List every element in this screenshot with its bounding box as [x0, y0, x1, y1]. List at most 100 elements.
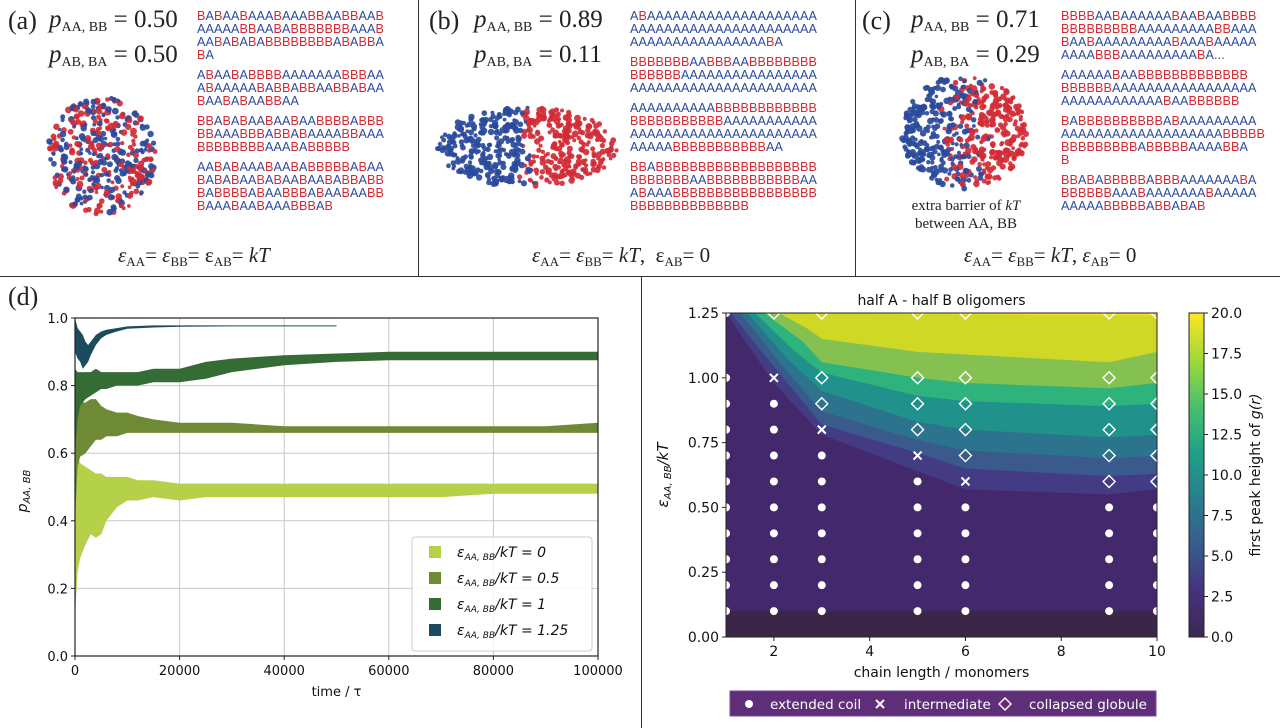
monomer-bead — [475, 174, 483, 181]
monomer-bead — [503, 129, 508, 134]
panel-label: (a) — [8, 6, 37, 35]
monomer-bead — [457, 134, 461, 138]
monomer-bead — [91, 108, 96, 113]
marker-collapsed-globule — [910, 396, 925, 411]
monomer-bead — [121, 206, 126, 211]
monomer-bead — [461, 131, 467, 137]
y-tick-label: 0.75 — [688, 436, 719, 452]
monomer-bead — [534, 171, 539, 176]
monomer-bead — [913, 111, 920, 118]
monomer-bead — [924, 111, 930, 116]
monomer-bead — [487, 128, 495, 136]
monomer-bead — [949, 183, 955, 188]
monomer-bead — [972, 76, 977, 81]
monomer-bead — [585, 171, 590, 177]
monomer-bead — [67, 128, 74, 135]
monomer-bead — [1000, 114, 1006, 119]
sequence-line: ABAAABBBBBBBBBBBBBBBBB — [630, 186, 817, 200]
monomer-bead — [127, 118, 133, 124]
monomer-bead — [90, 130, 96, 137]
sequence-line: AAAAAAAAAAAAAAAAAAAAAA — [630, 81, 817, 95]
marker-extended-coil-edge — [726, 503, 730, 512]
monomer-bead — [517, 127, 524, 134]
monomer-bead — [527, 153, 532, 158]
x-tick-label: 60000 — [368, 664, 409, 679]
monomer-bead — [974, 93, 980, 99]
sequence-line: AAAAABBAABABBBBBBBAAAB — [197, 22, 384, 36]
marker-extended-coil — [1105, 555, 1114, 564]
monomer-bead — [925, 143, 930, 147]
colorbar-tick-label: 20.0 — [1211, 306, 1242, 322]
marker-extended-coil — [817, 529, 826, 538]
monomer-bead — [954, 142, 959, 147]
monomer-bead — [494, 135, 500, 141]
monomer-bead — [982, 78, 988, 83]
sequence-line: BABAABAAABAAABBAABBAAB — [197, 9, 384, 23]
monomer-bead — [122, 190, 127, 195]
sequence-chain: ABAAAAAAAAAAAAAAAAAAAA AAAAAAAAAAAAAAAAAA… — [630, 10, 817, 49]
monomer-bead — [105, 106, 112, 113]
monomer-bead — [501, 148, 507, 153]
monomer-bead — [1000, 93, 1007, 100]
monomer-bead — [901, 137, 907, 144]
monomer-bead — [101, 113, 106, 118]
y-tick-label: 0.50 — [688, 500, 719, 516]
monomer-bead — [463, 154, 468, 160]
marker-extended-coil — [769, 555, 778, 564]
interaction-equation: εAA= εBB= εAB= kT — [118, 243, 270, 269]
x-axis-label: chain length / monomers — [854, 665, 1030, 681]
monomer-bead — [50, 133, 57, 140]
monomer-bead — [75, 193, 82, 199]
marker-extended-coil — [769, 451, 778, 460]
monomer-bead — [499, 177, 504, 183]
marker-extended-coil-edge — [726, 555, 730, 564]
monomer-bead — [916, 125, 923, 132]
sequence-line: AABABAAABAABABBBBBABAA — [197, 160, 384, 174]
monomer-bead — [91, 182, 96, 187]
monomer-bead — [93, 159, 99, 165]
monomer-bead — [546, 118, 552, 123]
monomer-bead — [103, 136, 108, 141]
sequence-chain: ABAABABBBBAAAAAAABBBAA ABAAAAABABBABBAABB… — [197, 69, 384, 108]
monomer-bead — [72, 124, 77, 129]
sequence-line: AAAAAAAAAAAABAABBBBBB — [1061, 94, 1240, 108]
marker-extended-coil — [817, 477, 826, 486]
legend-extended-coil-icon — [745, 700, 753, 708]
x-tick-label: 6 — [961, 644, 970, 660]
marker-collapsed-globule — [958, 370, 973, 385]
monomer-bead — [478, 168, 484, 174]
monomer-bead — [535, 111, 540, 116]
monomer-bead — [910, 127, 916, 134]
molecule-image — [427, 92, 627, 202]
monomer-bead — [954, 176, 961, 182]
monomer-bead — [981, 168, 987, 173]
monomer-bead — [576, 135, 582, 141]
monomer-bead — [932, 149, 938, 155]
monomer-bead — [90, 104, 96, 109]
sequence-chain: BBABBBBBBBBBBBBBBBBBBB BBBBBBBAABBBBBBBBB… — [630, 161, 817, 213]
monomer-bead — [983, 93, 990, 100]
monomer-bead — [129, 190, 134, 196]
monomer-bead — [926, 160, 931, 165]
monomer-bead — [60, 114, 66, 120]
monomer-bead — [956, 155, 960, 159]
marker-collapsed-globule — [1102, 370, 1117, 385]
sequence-line: BBBBBBAAAAAAAAAAAAAAAAA — [1061, 81, 1257, 95]
legend-label: collapsed globule — [1029, 697, 1147, 713]
monomer-bead — [919, 139, 924, 144]
sequence-line: BBBBBBBBBABBBBBAAAABBA — [1061, 140, 1248, 154]
monomer-bead — [87, 177, 92, 182]
monomer-bead — [481, 110, 488, 116]
monomer-bead — [486, 153, 494, 161]
sequence-line: ABAAAAABABBABBAABBABAA — [197, 81, 384, 95]
monomer-bead — [952, 79, 959, 86]
monomer-bead — [150, 168, 156, 173]
monomer-bead — [957, 137, 964, 143]
monomer-bead — [526, 126, 533, 134]
monomer-bead — [119, 149, 127, 156]
marker-extended-coil — [769, 503, 778, 512]
monomer-bead — [510, 137, 516, 142]
x-tick-label: 4 — [865, 644, 874, 660]
monomer-bead — [99, 172, 105, 178]
colorbar-label: first peak height of g(r) — [1248, 393, 1264, 556]
